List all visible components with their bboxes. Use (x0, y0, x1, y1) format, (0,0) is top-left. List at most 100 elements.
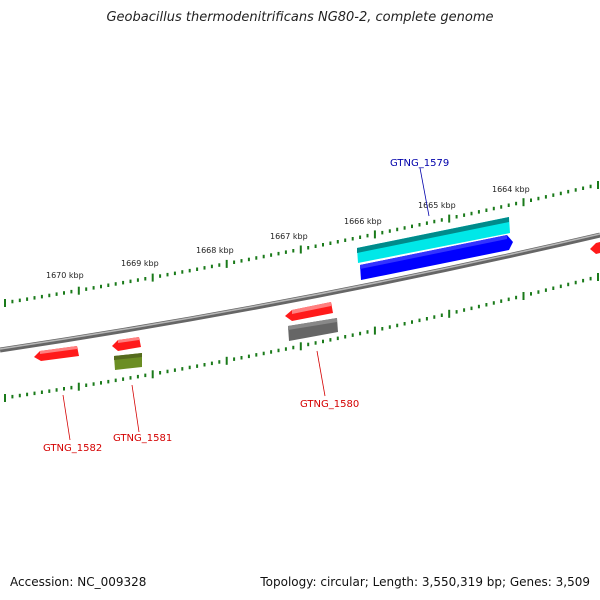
inner-tick (492, 301, 495, 305)
inner-tick (314, 341, 317, 345)
outer-tick (373, 230, 376, 239)
genome-title: Geobacillus thermodenitrificans NG80-2, … (106, 10, 494, 25)
inner-tick (485, 303, 488, 307)
gene-label-gtng-1582[interactable]: GTNG_1582 (43, 443, 102, 454)
outer-tick (329, 241, 332, 245)
inner-tick (351, 333, 354, 337)
outer-tick (92, 286, 95, 290)
outer-tick (26, 297, 29, 301)
outer-tick (40, 294, 43, 299)
inner-tick (403, 322, 406, 326)
outer-tick (203, 266, 206, 270)
inner-tick (530, 292, 532, 296)
gene-label-gtng-1579[interactable]: GTNG_1579 (390, 158, 449, 169)
kbp-label-1666: 1666 kbp (344, 217, 382, 226)
outer-tick (77, 286, 80, 295)
outer-tick (277, 251, 280, 256)
inner-tick (247, 354, 250, 359)
inner-tick (122, 377, 125, 381)
outer-tick (403, 226, 406, 230)
outer-tick (559, 191, 562, 196)
outer-tick (396, 227, 399, 232)
gene-gtng-1580-forward[interactable] (285, 302, 333, 321)
leader-gtng-1579 (419, 167, 430, 217)
inner-tick (129, 376, 132, 380)
outer-tick (188, 268, 191, 273)
gene-gtng-1582[interactable] (34, 346, 79, 361)
outer-tick (48, 293, 51, 298)
gene-gtng-1580[interactable] (288, 318, 338, 341)
inner-tick (70, 385, 73, 390)
outer-tick-ring (4, 181, 599, 307)
inner-tick (336, 336, 339, 341)
outer-tick (11, 299, 14, 304)
inner-tick (544, 288, 547, 292)
gene-label-gtng-1581[interactable]: GTNG_1581 (113, 433, 172, 444)
gene-gtng-1579[interactable] (360, 235, 513, 280)
gene-gtng-1581-forward[interactable] (112, 337, 141, 351)
outer-tick (522, 198, 525, 207)
outer-tick (359, 235, 362, 239)
inner-tick (233, 357, 236, 361)
outer-tick (144, 277, 147, 281)
outer-tick (455, 215, 458, 219)
inner-tick (33, 391, 36, 396)
inner-tick (344, 335, 347, 339)
gene-gtng-1581[interactable] (114, 353, 142, 370)
inner-tick (411, 320, 413, 324)
leader-gtng-1580 (316, 350, 326, 397)
outer-tick (582, 186, 585, 190)
outer-tick (544, 195, 547, 199)
inner-tick (322, 339, 324, 344)
outer-tick (425, 221, 428, 225)
gene-gtng-1579-strand[interactable] (357, 217, 510, 263)
gene-label-gtng-1580[interactable]: GTNG_1580 (300, 399, 359, 410)
kbp-label-1667: 1667 kbp (270, 232, 308, 241)
inner-tick (26, 392, 29, 397)
outer-tick (440, 218, 443, 222)
outer-tick (33, 296, 36, 300)
inner-tick (567, 282, 570, 287)
inner-tick (455, 310, 458, 314)
outer-tick (122, 280, 125, 285)
inner-tick (448, 309, 451, 318)
outer-tick (381, 230, 384, 235)
inner-tick (381, 327, 384, 331)
outer-tick (233, 260, 236, 264)
outer-tick (388, 229, 391, 233)
outer-tick (448, 214, 451, 223)
leader-gtng-1582 (62, 394, 71, 441)
inner-tick (507, 297, 510, 302)
outer-tick (262, 254, 265, 259)
inner-tick (270, 350, 273, 354)
inner-tick (166, 369, 169, 374)
inner-tick (4, 394, 6, 402)
outer-tick (18, 298, 21, 303)
leader-gtng-1581 (131, 384, 140, 433)
inner-tick (559, 284, 562, 289)
inner-tick (277, 348, 280, 353)
outer-tick (307, 246, 310, 250)
outer-tick (418, 223, 421, 227)
inner-tick (136, 374, 139, 379)
outer-tick (336, 240, 339, 244)
outer-tick (530, 198, 532, 202)
outer-tick (225, 259, 228, 268)
inner-tick (100, 381, 102, 385)
inner-tick (11, 394, 14, 399)
gene-partial-right[interactable] (590, 242, 600, 254)
outer-tick (597, 181, 599, 189)
outer-tick (151, 273, 154, 282)
inner-tick (329, 338, 332, 342)
genome-backbone-highlight (0, 233, 600, 350)
outer-tick (589, 184, 592, 189)
inner-tick (151, 370, 154, 379)
inner-tick (203, 363, 206, 367)
accession-text: Accession: NC_009328 (10, 575, 147, 589)
inner-tick (388, 325, 391, 329)
inner-tick (173, 368, 176, 372)
outer-tick (85, 287, 88, 291)
inner-tick (196, 364, 199, 368)
inner-tick (63, 387, 65, 391)
